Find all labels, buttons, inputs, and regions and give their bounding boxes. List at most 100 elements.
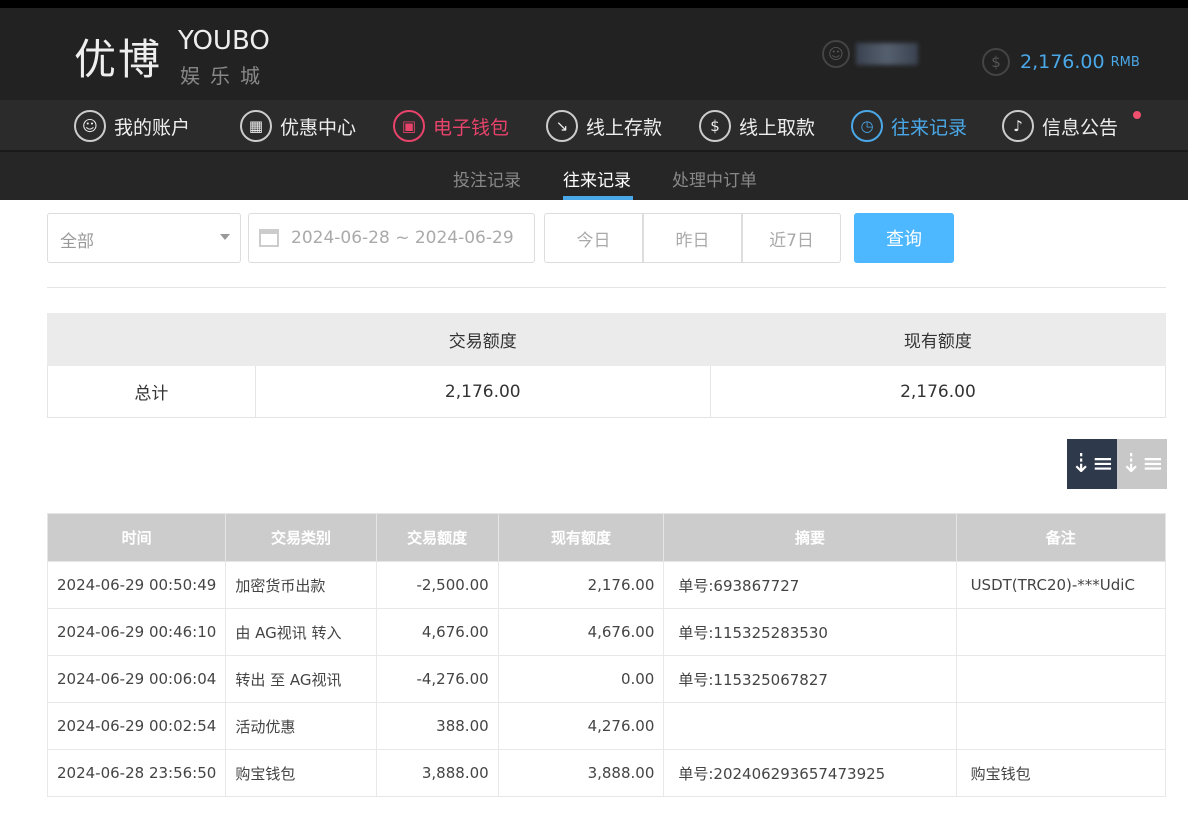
- table-cell: 单号:115325067827: [663, 655, 957, 703]
- divider: [47, 287, 1166, 288]
- column-header: 交易额度: [375, 513, 499, 562]
- table-cell: 0.00: [497, 655, 665, 703]
- table-row: 2024-06-29 00:06:04 转出 至 AG视讯 -4,276.00 0.0…: [46, 655, 1167, 703]
- summary-trade: 2,176.00: [254, 365, 711, 418]
- dollar-icon: $: [982, 48, 1010, 76]
- table-cell: 2,176.00: [497, 561, 665, 609]
- table-cell: [955, 608, 1167, 656]
- table-cell: USDT(TRC20)-***UdiC: [955, 561, 1167, 609]
- summary-current: 2,176.00: [709, 365, 1167, 418]
- type-select-value: 全部: [60, 232, 94, 252]
- nav-item-user[interactable]: ☺ 我的账户: [74, 110, 190, 142]
- table-cell: -4,276.00: [375, 655, 499, 703]
- search-button[interactable]: 查询: [854, 213, 954, 263]
- table-cell: 单号:693867727: [663, 561, 957, 609]
- table-cell: 3,888.00: [375, 749, 499, 797]
- column-header: 摘要: [663, 513, 957, 562]
- notification-dot: [1133, 111, 1141, 119]
- nav-item-label: 线上取款: [739, 116, 816, 139]
- date-range-input[interactable]: 2024-06-28 ~ 2024-06-29: [248, 213, 535, 263]
- nav-item-label: 电子钱包: [433, 116, 510, 139]
- nav-item-bell[interactable]: ♪ 信息公告: [1002, 110, 1118, 142]
- last-7-days-button[interactable]: 近7日: [742, 213, 841, 263]
- yesterday-button[interactable]: 昨日: [643, 213, 742, 263]
- summary-header: 交易额度: [254, 313, 711, 366]
- table-cell: 2024-06-28 23:56:50: [46, 749, 227, 797]
- sub-nav: 投注记录 往来记录 处理中订单: [0, 152, 1188, 200]
- header: 优博 YOUBO 娱乐城 ☺ $ 2,176.00 RMB: [0, 8, 1188, 100]
- nav-item-label: 线上存款: [586, 116, 663, 139]
- column-header: 现有额度: [497, 513, 665, 562]
- balance-amount: 2,176.00: [1020, 51, 1105, 73]
- table-cell: 2024-06-29 00:02:54: [46, 702, 227, 750]
- records-icon: ◷: [851, 110, 883, 142]
- table-cell: 2024-06-29 00:50:49: [46, 561, 227, 609]
- chevron-down-icon: [220, 234, 230, 240]
- nav-item-wallet[interactable]: ▣ 电子钱包: [393, 110, 509, 142]
- table-cell: 2024-06-29 00:46:10: [46, 608, 227, 656]
- table-cell: 活动优惠: [225, 702, 377, 750]
- tab-pending-orders[interactable]: 处理中订单: [672, 171, 757, 191]
- date-range-value: 2024-06-28 ~ 2024-06-29: [291, 228, 514, 248]
- tab-bet-records[interactable]: 投注记录: [453, 171, 521, 191]
- type-select[interactable]: 全部: [47, 213, 241, 263]
- logo-cn: 优博: [74, 35, 163, 84]
- table-cell: [955, 655, 1167, 703]
- table-cell: 4,676.00: [497, 608, 665, 656]
- summary-header: [47, 313, 256, 366]
- nav-item-label: 往来记录: [891, 116, 968, 139]
- logo-sub: 娱乐城: [180, 64, 270, 88]
- top-bar: [0, 0, 1188, 8]
- transactions-table: 时间 交易类别 交易额度 现有额度 摘要 备注 2024-06-29 00:50:49 加密…: [46, 513, 1167, 797]
- bell-icon: ♪: [1002, 110, 1034, 142]
- column-header: 交易类别: [225, 513, 377, 562]
- column-header: 时间: [46, 513, 227, 562]
- gift-icon: ▦: [240, 110, 272, 142]
- sort-desc-icon: ⇣≡: [1070, 449, 1114, 479]
- calendar-icon: [259, 229, 279, 247]
- table-cell: -2,500.00: [375, 561, 499, 609]
- balance-currency: RMB: [1110, 54, 1140, 70]
- table-cell: 由 AG视讯 转入: [225, 608, 377, 656]
- nav-item-withdraw[interactable]: $ 线上取款: [699, 110, 815, 142]
- table-cell: 2024-06-29 00:06:04: [46, 655, 227, 703]
- table-row: 2024-06-29 00:46:10 由 AG视讯 转入 4,676.00 4,67…: [46, 608, 1167, 656]
- nav-item-gift[interactable]: ▦ 优惠中心: [240, 110, 356, 142]
- summary-header: 现有额度: [709, 313, 1167, 366]
- withdraw-icon: $: [699, 110, 731, 142]
- table-cell: 购宝钱包: [225, 749, 377, 797]
- column-header: 备注: [955, 513, 1167, 562]
- today-button[interactable]: 今日: [544, 213, 643, 263]
- table-row: 2024-06-29 00:50:49 加密货币出款 -2,500.00 2,176.…: [46, 561, 1167, 609]
- sort-descending-button[interactable]: ⇣≡: [1067, 439, 1117, 489]
- sort-ascending-button[interactable]: ⇣≡: [1117, 439, 1167, 489]
- table-cell: 388.00: [375, 702, 499, 750]
- summary-table: 交易额度 现有额度 总计 2,176.00 2,176.00: [47, 313, 1167, 418]
- table-cell: 单号:202406293657473925: [663, 749, 957, 797]
- active-tab-indicator: [563, 196, 633, 200]
- nav-item-label: 信息公告: [1042, 116, 1119, 139]
- summary-label: 总计: [47, 365, 256, 418]
- user-info[interactable]: ☺: [822, 40, 918, 68]
- table-cell: 4,276.00: [497, 702, 665, 750]
- wallet-icon: ▣: [393, 110, 425, 142]
- tab-transaction-records[interactable]: 往来记录: [563, 171, 631, 191]
- table-cell: 3,888.00: [497, 749, 665, 797]
- table-cell: [955, 702, 1167, 750]
- table-cell: 单号:115325283530: [663, 608, 957, 656]
- username-blurred: [856, 43, 918, 65]
- table-cell: 购宝钱包: [955, 749, 1167, 797]
- nav-item-records[interactable]: ◷ 往来记录: [851, 110, 967, 142]
- nav-item-deposit[interactable]: ↘ 线上存款: [546, 110, 662, 142]
- table-cell: [663, 702, 957, 750]
- main-nav: ☺ 我的账户 ▦ 优惠中心 ▣ 电子钱包 ↘ 线上存款 $ 线上取款 ◷ 往来记录 ♪ 信息公告: [0, 100, 1188, 152]
- table-row: 2024-06-28 23:56:50 购宝钱包 3,888.00 3,888.00 单…: [46, 749, 1167, 797]
- sort-asc-icon: ⇣≡: [1120, 449, 1164, 479]
- nav-item-label: 优惠中心: [280, 116, 357, 139]
- nav-item-label: 我的账户: [114, 116, 191, 139]
- table-cell: 4,676.00: [375, 608, 499, 656]
- table-row: 2024-06-29 00:02:54 活动优惠 388.00 4,276.00: [46, 702, 1167, 750]
- deposit-icon: ↘: [546, 110, 578, 142]
- balance: $ 2,176.00 RMB: [982, 48, 1140, 76]
- logo-en: YOUBO: [178, 26, 270, 56]
